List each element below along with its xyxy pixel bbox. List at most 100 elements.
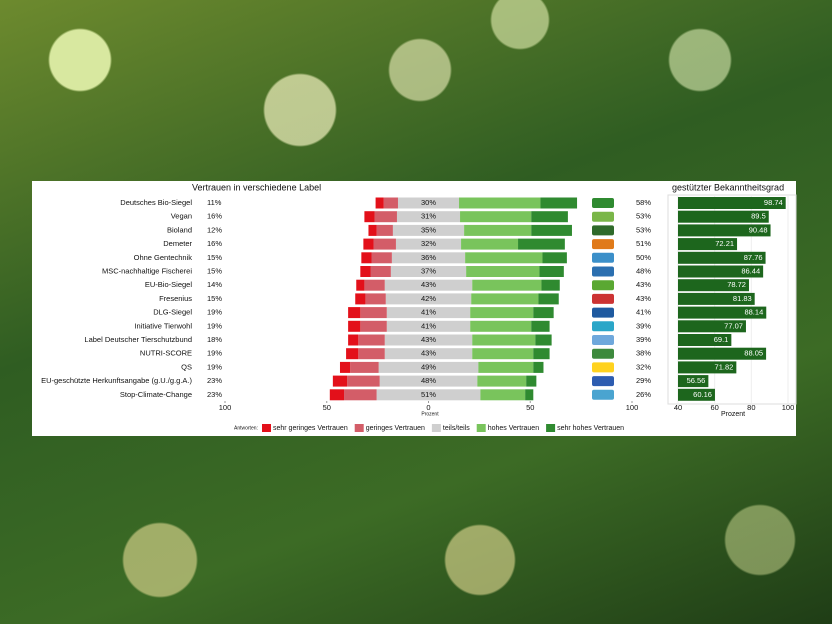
bar-segment	[386, 307, 471, 319]
bar-segment	[371, 252, 392, 264]
bar-segment	[525, 389, 534, 401]
legend-label: geringes Vertrauen	[366, 425, 425, 432]
high-total-label: 58%	[636, 198, 651, 207]
x-tick-label: 80	[747, 403, 755, 412]
bar-segment	[364, 211, 375, 223]
value-label: 35%	[421, 225, 436, 234]
logo	[592, 335, 614, 345]
logo	[592, 307, 614, 318]
low-total-label: 19%	[207, 362, 222, 371]
chart-title: Vertrauen in verschiedene Label	[192, 182, 321, 192]
logo	[592, 348, 614, 359]
bar-segment	[373, 238, 396, 250]
category-label: MSC-nachhaltige Fischerei	[102, 266, 192, 275]
low-total-label: 11%	[207, 198, 222, 207]
bar-segment	[384, 279, 473, 291]
bar-segment	[471, 293, 539, 305]
x-tick-label: 100	[219, 403, 232, 412]
high-total-label: 53%	[636, 212, 651, 221]
value-label: 51%	[421, 390, 436, 399]
bar-segment	[360, 320, 387, 332]
high-total-label: 38%	[636, 349, 651, 358]
category-label: EU-Bio-Siegel	[145, 280, 192, 289]
value-label: 72.21	[715, 239, 734, 248]
logo	[592, 252, 614, 263]
category-label: Deutsches Bio-Siegel	[120, 198, 192, 207]
bar-segment	[364, 279, 385, 291]
bar-segment	[470, 307, 534, 319]
bar-segment	[332, 375, 348, 387]
bar-segment	[465, 252, 543, 264]
category-label: NUTRI-SCORE	[140, 349, 192, 358]
bar-segment	[365, 293, 386, 305]
bar-segment	[348, 334, 359, 346]
logo	[592, 362, 614, 373]
bar-segment	[361, 252, 372, 264]
value-label: 31%	[421, 212, 436, 221]
high-total-label: 53%	[636, 225, 651, 234]
bar-segment	[355, 293, 366, 305]
low-total-label: 18%	[207, 335, 222, 344]
bar-segment	[376, 224, 393, 236]
bar	[678, 292, 755, 305]
legend-swatch	[354, 424, 364, 432]
high-total-label: 43%	[636, 294, 651, 303]
bar	[678, 279, 749, 292]
high-total-label: 39%	[636, 321, 651, 330]
bar-segment	[385, 293, 472, 305]
bar-segment	[395, 238, 462, 250]
bar	[678, 388, 715, 401]
bar-segment	[378, 361, 479, 373]
legend-title: Antworten:	[234, 425, 258, 431]
bar-segment	[396, 211, 461, 223]
value-label: 36%	[421, 253, 436, 262]
bar-segment	[348, 307, 361, 319]
value-label: 69.1	[714, 335, 729, 344]
bar-segment	[460, 211, 532, 223]
bar-segment	[533, 348, 550, 360]
bar-segment	[339, 361, 351, 373]
bar	[678, 320, 746, 333]
bar-segment	[539, 266, 564, 277]
logo	[592, 293, 614, 304]
value-label: 37%	[421, 266, 436, 275]
category-label: DLG-Siegel	[153, 308, 192, 317]
bar-segment	[533, 361, 544, 373]
bar-segment	[391, 252, 466, 264]
high-total-label: 50%	[636, 253, 651, 262]
bar-segment	[464, 224, 532, 236]
value-label: 81.83	[733, 294, 752, 303]
value-label: 43%	[421, 335, 436, 344]
high-total-label: 43%	[636, 280, 651, 289]
category-label: QS	[181, 362, 192, 371]
low-total-label: 19%	[207, 321, 222, 330]
bar-segment	[518, 238, 565, 250]
bar-segment	[344, 389, 377, 401]
chart-title: gestützter Bekanntheitsgrad	[672, 182, 784, 192]
value-label: 56.56	[687, 376, 706, 385]
legend-label: sehr geringes Vertrauen	[273, 425, 348, 432]
bar-segment	[478, 361, 534, 373]
bar	[678, 251, 766, 264]
bar-segment	[531, 211, 568, 223]
value-label: 89.5	[751, 212, 766, 221]
bar-segment	[466, 266, 540, 277]
bar	[678, 224, 771, 237]
logo	[592, 376, 614, 387]
bar-segment	[540, 197, 578, 209]
bar-segment	[346, 348, 359, 360]
value-label: 77.07	[724, 321, 743, 330]
category-label: Bioland	[167, 225, 192, 234]
logo	[592, 225, 614, 236]
bar-segment	[358, 334, 385, 346]
bar-segment	[390, 266, 467, 277]
logo	[592, 389, 614, 400]
bar-segment	[383, 197, 398, 209]
bar-segment	[374, 211, 397, 223]
high-total-label: 41%	[636, 308, 651, 317]
legend-swatch	[431, 424, 441, 432]
low-total-label: 19%	[207, 349, 222, 358]
bar-segment	[375, 197, 384, 209]
value-label: 86.44	[741, 266, 760, 275]
